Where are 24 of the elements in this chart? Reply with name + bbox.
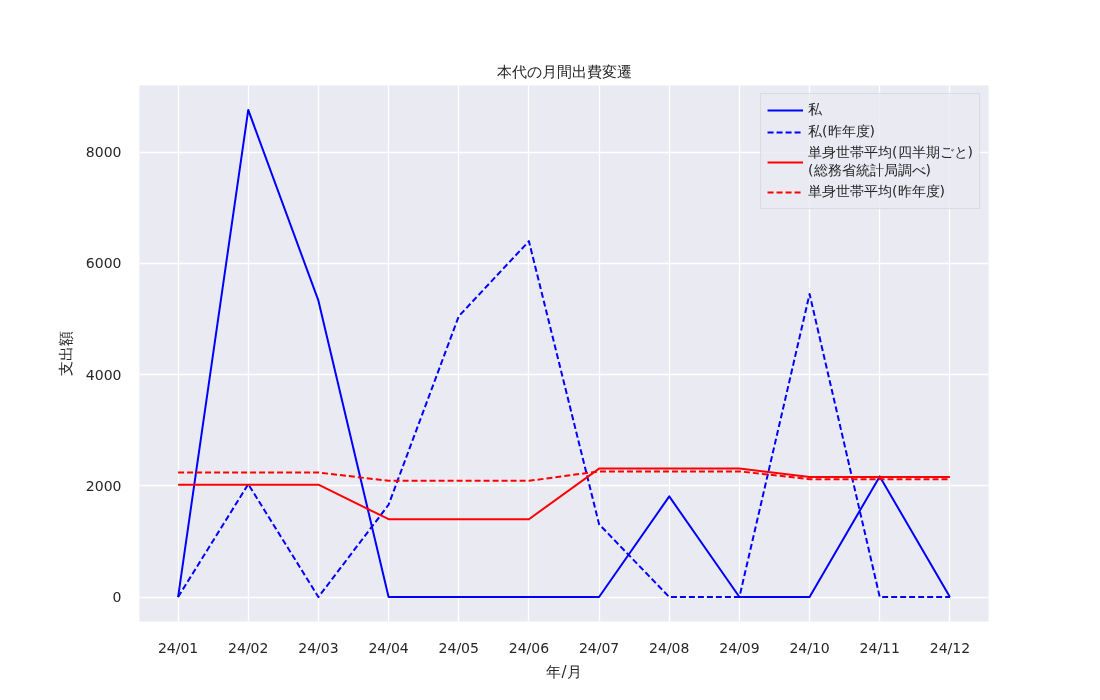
x-tick-label: 24/05 (438, 639, 479, 656)
y-tick-label: 4000 (85, 366, 122, 383)
y-axis-title: 支出額 (56, 331, 75, 376)
x-tick-label: 24/02 (228, 639, 269, 656)
x-tick-label: 24/06 (508, 639, 550, 656)
x-tick-label: 24/01 (157, 639, 199, 656)
legend-label: 単身世帯平均(昨年度) (808, 183, 945, 201)
legend-label: 私 (808, 101, 824, 119)
x-tick-label: 24/04 (368, 639, 409, 656)
x-tick-label: 24/03 (298, 639, 339, 656)
x-tick-label: 24/11 (859, 639, 900, 656)
legend-label: 私(昨年度) (808, 123, 875, 141)
x-tick-label: 24/12 (929, 639, 971, 656)
y-tick-label: 2000 (85, 477, 122, 494)
x-axis-title: 年/月 (546, 662, 582, 681)
y-tick-label: 0 (112, 589, 122, 606)
y-tick-label: 8000 (85, 144, 122, 161)
x-tick-label: 24/10 (789, 639, 830, 656)
x-tick-label: 24/09 (719, 639, 760, 656)
x-tick-label: 24/07 (578, 639, 620, 656)
chart-title: 本代の月間出費変遷 (496, 62, 632, 81)
legend-label: 単身世帯平均(四半期ごと) (総務省統計局調べ) (808, 144, 973, 180)
x-tick-label: 24/08 (649, 639, 690, 656)
y-tick-label: 6000 (85, 255, 122, 272)
